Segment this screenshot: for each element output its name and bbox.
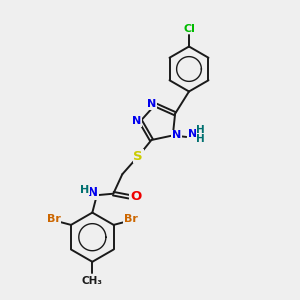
Text: O: O — [130, 190, 141, 203]
Text: Cl: Cl — [183, 23, 195, 34]
Text: H: H — [196, 125, 205, 135]
Text: N: N — [188, 129, 197, 139]
Text: N: N — [147, 99, 156, 109]
Text: Br: Br — [47, 214, 61, 224]
Text: N: N — [88, 186, 98, 199]
Text: H: H — [80, 185, 89, 195]
Text: N: N — [132, 116, 141, 126]
Text: Br: Br — [124, 214, 138, 224]
Text: CH₃: CH₃ — [82, 276, 103, 286]
Text: S: S — [134, 150, 143, 163]
Text: H: H — [196, 134, 205, 144]
Text: N: N — [172, 130, 181, 140]
